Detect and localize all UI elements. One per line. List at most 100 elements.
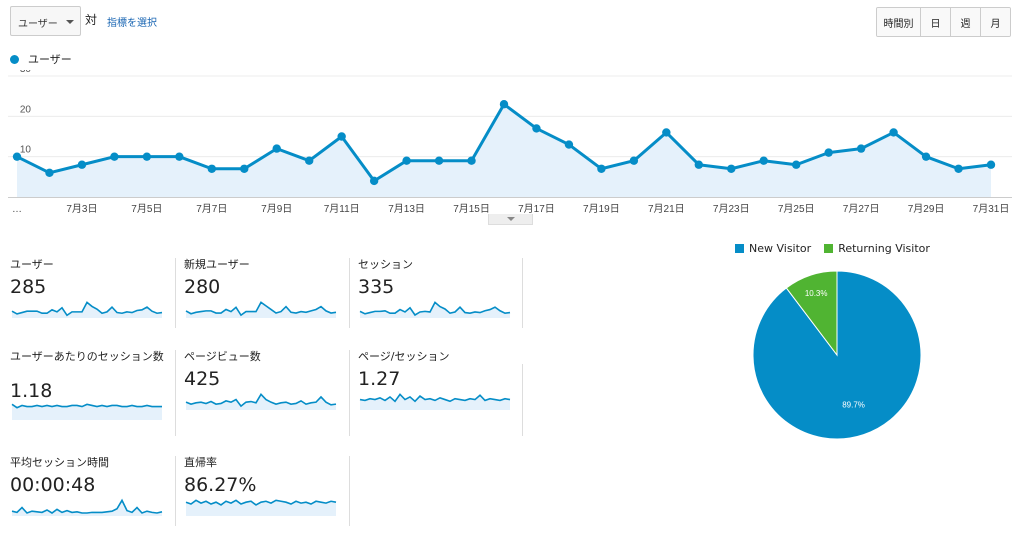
toolbar: ユーザー 対 指標を選択 時間別 日 週 月 [0, 0, 1024, 44]
data-point[interactable] [727, 164, 736, 173]
sparkline-line [359, 301, 511, 317]
metric-card[interactable]: セッション 335 [358, 258, 528, 330]
sparkline-line [359, 393, 511, 403]
y-tick-label: 20 [20, 104, 32, 115]
metric-card-label: 新規ユーザー [184, 258, 250, 271]
sparkline-area [186, 500, 336, 516]
data-point[interactable] [305, 156, 314, 165]
metric-card-label: ユーザーあたりのセッション数 [10, 350, 164, 363]
chart-collapse-handle[interactable] [488, 214, 533, 225]
data-point[interactable] [986, 160, 996, 169]
vs-label: 対 [85, 13, 98, 27]
x-tick-label: 7月3日 [66, 203, 97, 215]
data-point[interactable] [45, 168, 54, 177]
x-tick-label: 7月27日 [843, 203, 880, 215]
choose-metric-link[interactable]: 指標を選択 [107, 18, 157, 29]
metric-card-label: ユーザー [10, 258, 54, 271]
y-tick-label: 30 [20, 70, 32, 75]
metric-card[interactable]: 新規ユーザー 280 [184, 258, 354, 330]
data-point[interactable] [272, 144, 281, 153]
main-chart-legend: ユーザー [10, 52, 72, 66]
data-point[interactable] [921, 152, 931, 161]
pie-legend-item: New Visitor [735, 242, 811, 255]
data-point[interactable] [110, 152, 119, 161]
legend-swatch-icon [824, 244, 834, 253]
sparkline-area [186, 302, 336, 318]
data-point[interactable] [467, 156, 476, 165]
pie-slice[interactable] [785, 270, 838, 357]
pie-slice[interactable] [752, 270, 922, 440]
data-point[interactable] [856, 144, 866, 153]
y-tick-label: 10 [20, 145, 32, 156]
data-point[interactable] [694, 160, 703, 169]
pie-data-label: 10.3% [805, 289, 828, 298]
x-tick-label: 7月21日 [648, 203, 685, 215]
sparkline-line [11, 498, 163, 514]
data-point[interactable] [889, 128, 898, 137]
granularity-hourly-button[interactable]: 時間別 [877, 8, 921, 36]
data-point[interactable] [759, 156, 768, 165]
metric-selector[interactable]: ユーザー [10, 6, 81, 36]
granularity-month-button[interactable]: 月 [981, 8, 1010, 36]
x-tick-label: 7月11日 [324, 203, 360, 215]
metric-card-value: 1.18 [10, 380, 53, 402]
metric-card[interactable]: ページ/セッション 1.27 [358, 350, 528, 422]
metric-sparkline [11, 301, 163, 318]
metric-card-label: ページビュー数 [184, 350, 261, 363]
visitor-type-pie-chart: 89.7% 10.3% [752, 270, 922, 440]
metric-card[interactable]: ページビュー数 425 [184, 350, 354, 422]
sparkline-line [185, 301, 337, 317]
x-tick-label: 7月31日 [973, 203, 1010, 215]
data-point[interactable] [499, 100, 509, 109]
data-point[interactable] [142, 152, 152, 161]
x-tick-label: … [12, 204, 22, 215]
sparkline-line [185, 393, 337, 408]
metric-card[interactable]: ユーザーあたりのセッション数 1.18 [10, 350, 180, 422]
metric-card-label: 平均セッション時間 [10, 456, 109, 469]
x-tick-label: 7月5日 [131, 203, 162, 215]
sparkline-area [12, 404, 162, 420]
granularity-day-button[interactable]: 日 [921, 8, 951, 36]
sparkline-line [11, 403, 162, 409]
sparkline-area [360, 394, 510, 410]
data-point[interactable] [337, 132, 346, 141]
metric-sparkline [359, 301, 511, 318]
data-point[interactable] [12, 152, 22, 161]
card-divider [175, 456, 176, 526]
metric-card-value: 86.27% [184, 474, 257, 496]
metric-card[interactable]: 直帰率 86.27% [184, 456, 354, 528]
metric-card[interactable]: 平均セッション時間 00:00:48 [10, 456, 180, 528]
data-point[interactable] [207, 164, 216, 173]
card-divider [522, 258, 523, 328]
metric-card-label: 直帰率 [184, 456, 217, 469]
x-tick-label: 7月23日 [713, 203, 750, 215]
metric-sparkline [11, 403, 162, 420]
pie-data-label: 89.7% [842, 400, 865, 409]
data-point[interactable] [240, 164, 249, 173]
metric-card-value: 335 [358, 276, 395, 298]
data-point[interactable] [77, 160, 87, 169]
metric-card[interactable]: ユーザー 285 [10, 258, 180, 330]
granularity-week-button[interactable]: 週 [951, 8, 981, 36]
data-point[interactable] [629, 156, 639, 165]
metric-selector-label: ユーザー [18, 19, 58, 30]
data-point[interactable] [954, 164, 963, 173]
legend-label: ユーザー [28, 53, 72, 66]
data-point[interactable] [792, 160, 801, 169]
sparkline-line [11, 301, 163, 317]
metric-sparkline [185, 301, 337, 318]
data-point[interactable] [175, 152, 184, 161]
data-point[interactable] [532, 124, 541, 133]
data-point[interactable] [402, 156, 411, 165]
data-point[interactable] [369, 176, 379, 186]
x-tick-label: 7月13日 [388, 203, 425, 215]
chevron-down-icon [66, 20, 74, 24]
data-point[interactable] [662, 128, 671, 137]
metric-card-value: 1.27 [358, 368, 401, 390]
data-point[interactable] [434, 156, 444, 165]
x-tick-label: 7月25日 [778, 203, 815, 215]
card-divider [175, 258, 176, 328]
data-point[interactable] [564, 140, 574, 149]
data-point[interactable] [824, 148, 833, 157]
data-point[interactable] [597, 164, 606, 173]
